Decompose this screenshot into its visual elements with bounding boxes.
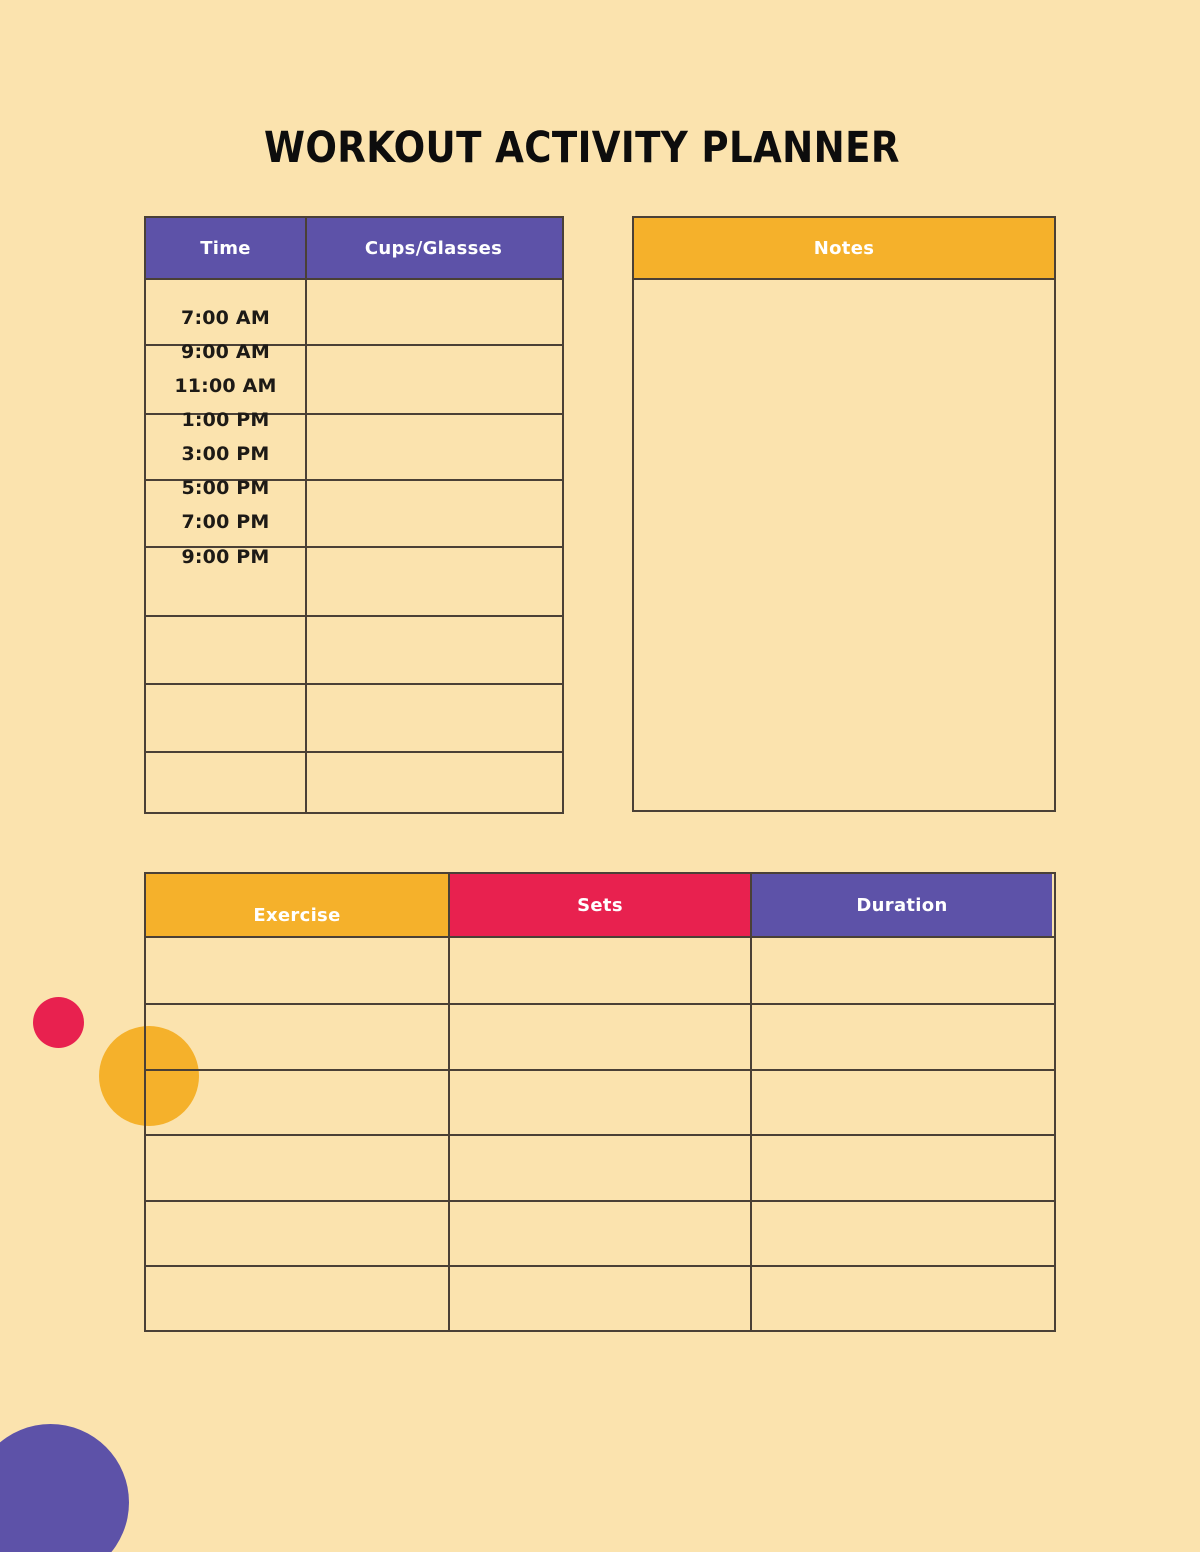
- exercise-row-divider: [146, 1069, 1054, 1071]
- cups-cell-5[interactable]: [305, 546, 562, 615]
- exercise-cell-r2[interactable]: [146, 1003, 448, 1069]
- time-label-1: 7:00 AM: [181, 307, 270, 329]
- hydration-row-divider: [146, 751, 562, 753]
- time-label-7: 7:00 PM: [181, 511, 270, 533]
- sets-cell-r4[interactable]: [448, 1134, 750, 1200]
- sets-cell-r2[interactable]: [448, 1003, 750, 1069]
- column-header-cups-glasses: Cups/Glasses: [305, 218, 560, 278]
- column-header-time: Time: [200, 237, 251, 259]
- cups-cell-2[interactable]: [305, 344, 562, 413]
- hydration-column-divider: [305, 218, 307, 812]
- sets-cell-r6[interactable]: [448, 1265, 750, 1330]
- sets-cell-r5[interactable]: [448, 1200, 750, 1265]
- duration-cell-r2[interactable]: [750, 1003, 1054, 1069]
- hydration-table: Time Cups/Glasses 7:00 AM 9:00 AM 11:00 …: [144, 216, 564, 814]
- exercise-cell-r3[interactable]: [146, 1069, 448, 1134]
- exercise-cell-r4[interactable]: [146, 1134, 448, 1200]
- crimson-circle-decoration: [33, 997, 84, 1048]
- column-header-notes: Notes: [813, 237, 875, 259]
- duration-cell-r1[interactable]: [750, 938, 1054, 1003]
- page-title: WORKOUT ACTIVITY PLANNER: [264, 123, 900, 173]
- hydration-row-divider: [146, 479, 562, 481]
- cups-cell-6[interactable]: [305, 615, 562, 683]
- column-header-sets: Sets: [448, 874, 750, 936]
- exercise-row-divider: [146, 1134, 1054, 1136]
- sets-cell-r1[interactable]: [448, 938, 750, 1003]
- duration-cell-r6[interactable]: [750, 1265, 1054, 1330]
- duration-cell-r4[interactable]: [750, 1134, 1054, 1200]
- orange-circle-decoration: [99, 1026, 199, 1126]
- hydration-row-divider: [146, 546, 562, 548]
- time-cell-8[interactable]: [146, 751, 305, 812]
- hydration-row-divider: [146, 413, 562, 415]
- exercise-row-divider: [146, 1003, 1054, 1005]
- cups-cell-8[interactable]: [305, 751, 562, 812]
- column-header-duration: Duration: [750, 874, 1052, 936]
- hydration-row-divider: [146, 344, 562, 346]
- purple-circle-decoration: [0, 1424, 129, 1552]
- cups-cell-7[interactable]: [305, 683, 562, 751]
- time-cell-6[interactable]: [146, 615, 305, 683]
- time-cell-7[interactable]: [146, 683, 305, 751]
- time-label-5: 3:00 PM: [181, 443, 270, 465]
- cups-cell-3[interactable]: [305, 413, 562, 479]
- exercise-column-divider: [448, 874, 450, 1330]
- time-label-3: 11:00 AM: [174, 375, 277, 397]
- duration-cell-r5[interactable]: [750, 1200, 1054, 1265]
- exercise-cell-r1[interactable]: [146, 938, 448, 1003]
- exercise-column-divider: [750, 874, 752, 1330]
- time-label-8: 9:00 PM: [181, 546, 270, 568]
- exercise-row-divider: [146, 1265, 1054, 1267]
- exercise-table-header-row: Exercise Sets Duration: [146, 874, 1054, 938]
- hydration-row-divider: [146, 615, 562, 617]
- exercise-cell-r5[interactable]: [146, 1200, 448, 1265]
- notes-header-row: Notes: [634, 218, 1054, 280]
- column-header-exercise: Exercise: [146, 874, 448, 936]
- notes-panel: Notes: [632, 216, 1056, 812]
- exercise-table: Exercise Sets Duration: [144, 872, 1056, 1332]
- hydration-table-header-row: Time Cups/Glasses: [146, 218, 562, 280]
- sets-cell-r3[interactable]: [448, 1069, 750, 1134]
- cups-cell-4[interactable]: [305, 479, 562, 546]
- notes-writing-area[interactable]: [634, 280, 1054, 810]
- cups-cell-1[interactable]: [305, 280, 562, 344]
- hydration-row-divider: [146, 683, 562, 685]
- duration-cell-r3[interactable]: [750, 1069, 1054, 1134]
- exercise-row-divider: [146, 1200, 1054, 1202]
- exercise-cell-r6[interactable]: [146, 1265, 448, 1330]
